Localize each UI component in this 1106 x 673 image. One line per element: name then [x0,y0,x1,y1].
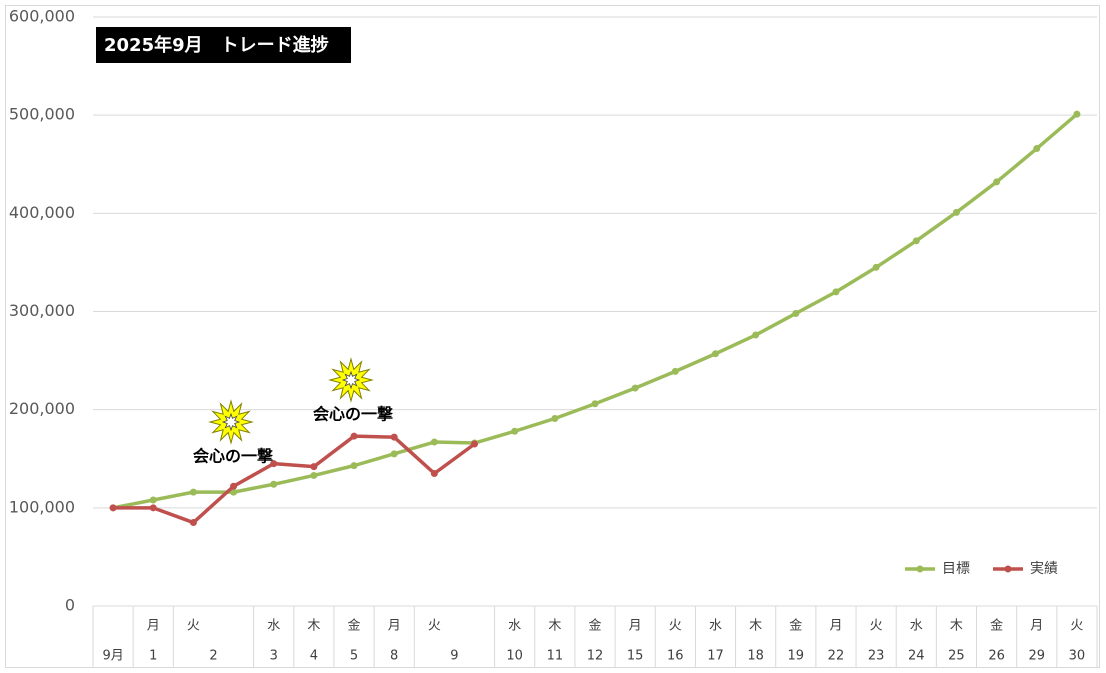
x-tick-label: 18 [747,649,764,664]
data-point [471,440,479,448]
y-tick-label: 100,000 [9,497,75,516]
x-weekday-label: 水 [267,619,280,634]
data-point [952,208,960,216]
x-weekday-label: 水 [709,619,722,634]
x-tick-label: 5 [350,649,358,664]
y-tick-label: 400,000 [9,203,75,222]
data-point [430,438,438,446]
x-tick-label: 26 [988,649,1005,664]
x-weekday-label: 火 [428,619,441,634]
x-weekday-label: 月 [388,619,401,634]
y-tick-label: 600,000 [9,7,75,26]
x-weekday-label: 金 [990,618,1003,634]
data-point [832,288,840,296]
x-tick-label: 12 [587,649,604,664]
x-tick-label: 2 [209,649,217,664]
x-tick-label: 3 [270,649,278,664]
x-weekday-label: 月 [1030,619,1043,634]
annotation: 会心の一撃 [313,405,393,424]
data-point [310,471,318,479]
data-point [912,237,920,245]
data-point [189,519,197,527]
x-weekday-label: 火 [669,619,682,634]
data-point [872,263,880,271]
data-point [1073,110,1081,118]
x-tick-label: 10 [506,649,523,664]
x-weekday-label: 水 [508,619,521,634]
title-box [96,27,351,63]
x-tick-label: 17 [707,649,724,664]
x-tick-label: 15 [627,649,644,664]
legend-label: 目標 [942,561,970,577]
chart-area [5,5,1100,668]
x-tick-label: 4 [310,649,318,664]
x-tick-label: 9月 [102,649,123,664]
x-tick-label: 9 [450,649,458,664]
data-point [631,384,639,392]
annotation: 会心の一撃 [193,447,273,466]
x-weekday-label: 火 [870,619,883,634]
data-point [270,460,278,468]
x-weekday-label: 月 [829,619,842,634]
x-tick-label: 29 [1028,649,1045,664]
x-weekday-label: 月 [629,619,642,634]
y-tick-label: 200,000 [9,399,75,418]
data-point [189,488,197,496]
data-point [591,400,599,408]
x-weekday-label: 木 [307,619,320,634]
data-point [350,462,358,470]
x-weekday-label: 金 [348,618,361,634]
data-point [149,496,157,504]
x-weekday-label: 水 [910,619,923,634]
data-point [310,463,318,471]
data-point [1033,145,1041,153]
x-tick-label: 30 [1069,649,1086,664]
x-tick-label: 19 [788,649,805,664]
data-point [752,331,760,339]
x-tick-label: 8 [390,649,398,664]
data-point [993,178,1001,186]
x-tick-label: 25 [948,649,965,664]
data-point [390,433,398,441]
x-weekday-label: 火 [187,619,200,634]
x-weekday-label: 金 [789,618,802,634]
data-point [390,450,398,458]
data-point [230,482,238,490]
x-tick-label: 11 [547,649,564,664]
series-line [113,434,476,525]
legend-marker [916,565,924,573]
x-weekday-label: 月 [147,619,160,634]
x-weekday-label: 火 [1070,619,1083,634]
data-point [551,415,559,423]
legend-marker [1004,565,1012,573]
data-point [711,350,719,358]
y-tick-label: 0 [65,596,75,615]
data-point [350,432,358,440]
data-point [230,488,238,496]
x-weekday-label: 金 [588,618,601,634]
x-tick-label: 24 [908,649,925,664]
data-point [430,469,438,477]
x-weekday-label: 木 [950,619,963,634]
x-tick-label: 23 [868,649,885,664]
starburst-core [341,370,361,390]
x-tick-label: 22 [828,649,845,664]
legend-label: 実績 [1030,561,1058,577]
chart-title: 2025年9月 トレード進捗 [104,34,329,56]
data-point [109,504,117,512]
data-point [511,427,519,435]
starburst-core [221,412,241,432]
x-weekday-label: 木 [749,619,762,634]
y-tick-label: 300,000 [9,301,75,320]
data-point [792,309,800,317]
x-weekday-label: 木 [548,619,561,634]
x-tick-label: 16 [667,649,684,664]
y-tick-label: 500,000 [9,105,75,124]
data-point [149,504,157,512]
data-point [671,367,679,375]
x-tick-label: 1 [149,649,157,664]
data-point [270,480,278,488]
